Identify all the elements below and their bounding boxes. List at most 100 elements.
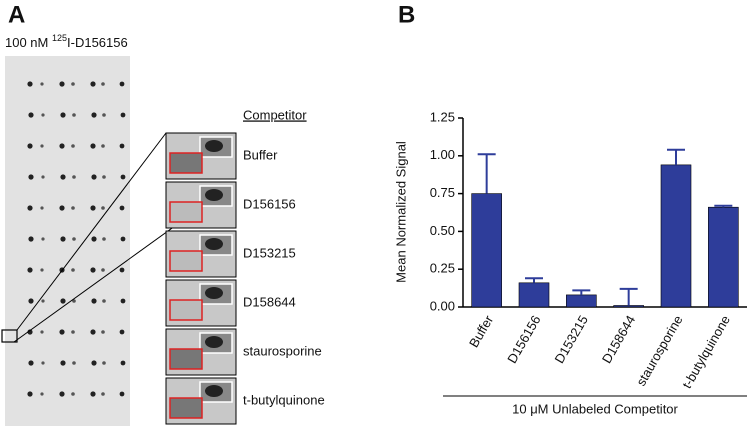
y-tick-label: 1.25 — [430, 109, 455, 124]
blot-dot — [59, 329, 65, 335]
zoom-box — [1, 329, 18, 343]
panel-letter: B — [398, 1, 415, 28]
blot-dot — [119, 205, 125, 211]
blot-dot — [60, 174, 66, 180]
blot-dot — [72, 237, 76, 241]
blot-dots — [27, 81, 126, 397]
blot-dot — [72, 299, 76, 303]
blot-dot — [40, 206, 44, 210]
signal-spot — [205, 140, 223, 152]
bar — [518, 282, 550, 308]
blot-dot — [72, 361, 76, 365]
signal-box — [169, 348, 203, 370]
blot-dot — [91, 174, 97, 180]
error-bar — [477, 153, 496, 194]
thumbnails: Buffer D156156 D153215 D158644 staurosporine… — [165, 132, 325, 425]
blot-dot — [59, 205, 65, 211]
blot-dot — [120, 236, 126, 242]
blot-dot — [27, 391, 33, 397]
x-tick-label: D156156 — [504, 313, 543, 366]
bar — [660, 164, 692, 308]
blot-dot — [40, 144, 44, 148]
blot-dot — [101, 206, 105, 210]
error-bar — [619, 287, 638, 306]
bar — [613, 305, 644, 308]
competitor-label: t-butylquinone — [243, 392, 325, 407]
x-tick-label: t-butylquinone — [679, 313, 733, 391]
bar — [708, 206, 739, 308]
error-bar — [714, 204, 733, 208]
x-tick-label: D153215 — [552, 313, 591, 366]
blot-dot — [101, 392, 105, 396]
competitor-label: D158644 — [243, 294, 296, 309]
y-tick-label: 0.50 — [430, 223, 455, 238]
signal-box — [169, 250, 203, 272]
blot-dot — [71, 392, 75, 396]
y-axis-label: Mean Normalized Signal — [393, 141, 408, 283]
signal-spot — [205, 385, 223, 397]
blot-image — [5, 56, 130, 426]
blot-dot — [72, 113, 76, 117]
blot-dot — [41, 299, 45, 303]
y-tick-label: 0.75 — [430, 185, 455, 200]
blot-dot — [119, 143, 125, 149]
blot-dot — [102, 237, 106, 241]
blot-dot — [102, 299, 106, 303]
caption-text: I-D156156 — [67, 35, 128, 50]
blot-dot — [102, 113, 106, 117]
blot-dot — [101, 144, 105, 148]
blot-dot — [71, 144, 75, 148]
blot-dot — [27, 329, 33, 335]
blot-dot — [60, 112, 66, 118]
blot-dot — [90, 81, 96, 87]
blot-dot — [40, 330, 44, 334]
blot-dot — [120, 360, 126, 366]
y-tick-label: 1.00 — [430, 147, 455, 162]
blot-dot — [91, 298, 97, 304]
blot-dot — [101, 330, 105, 334]
blot-dot — [41, 237, 45, 241]
blot-dot — [27, 81, 33, 87]
blot-dot — [40, 82, 44, 86]
blot-dot — [59, 81, 65, 87]
competitor-label: Buffer — [243, 147, 278, 162]
blot-dot — [28, 174, 34, 180]
signal-spot — [205, 336, 223, 348]
blot-dot — [41, 175, 45, 179]
blot-dot — [90, 143, 96, 149]
bar — [566, 294, 597, 308]
blot-dot — [27, 143, 33, 149]
blot-dot — [120, 174, 126, 180]
blot-dot — [59, 143, 65, 149]
blot-dot — [28, 298, 34, 304]
caption-text: 100 nM — [5, 35, 52, 50]
x-tick-label: D158644 — [599, 313, 638, 366]
x-axis-label: 10 μM Unlabeled Competitor — [512, 401, 678, 416]
blot-dot — [41, 361, 45, 365]
error-bar — [572, 289, 591, 295]
y-tick-label: 0.00 — [430, 298, 455, 313]
blot-dot — [119, 391, 125, 397]
blot-dot — [71, 206, 75, 210]
blot-dot — [119, 81, 125, 87]
y-tick-label: 0.25 — [430, 261, 455, 276]
blot-dot — [119, 329, 125, 335]
signal-spot — [205, 238, 223, 250]
blot-dot — [28, 112, 34, 118]
blot-dot — [28, 360, 34, 366]
signal-box — [169, 152, 203, 174]
blot-dot — [27, 267, 33, 273]
blot-dot — [90, 205, 96, 211]
blot-dot — [90, 267, 96, 273]
zoom-line — [16, 132, 167, 331]
x-tick-label: staurosporine — [633, 313, 685, 389]
blot-dot — [71, 330, 75, 334]
blot-dot — [72, 175, 76, 179]
blot-dot — [101, 82, 105, 86]
blot-dot — [102, 175, 106, 179]
blot-dot — [101, 268, 105, 272]
error-bar — [667, 148, 685, 165]
blot-dot — [91, 236, 97, 242]
signal-box — [169, 397, 203, 419]
